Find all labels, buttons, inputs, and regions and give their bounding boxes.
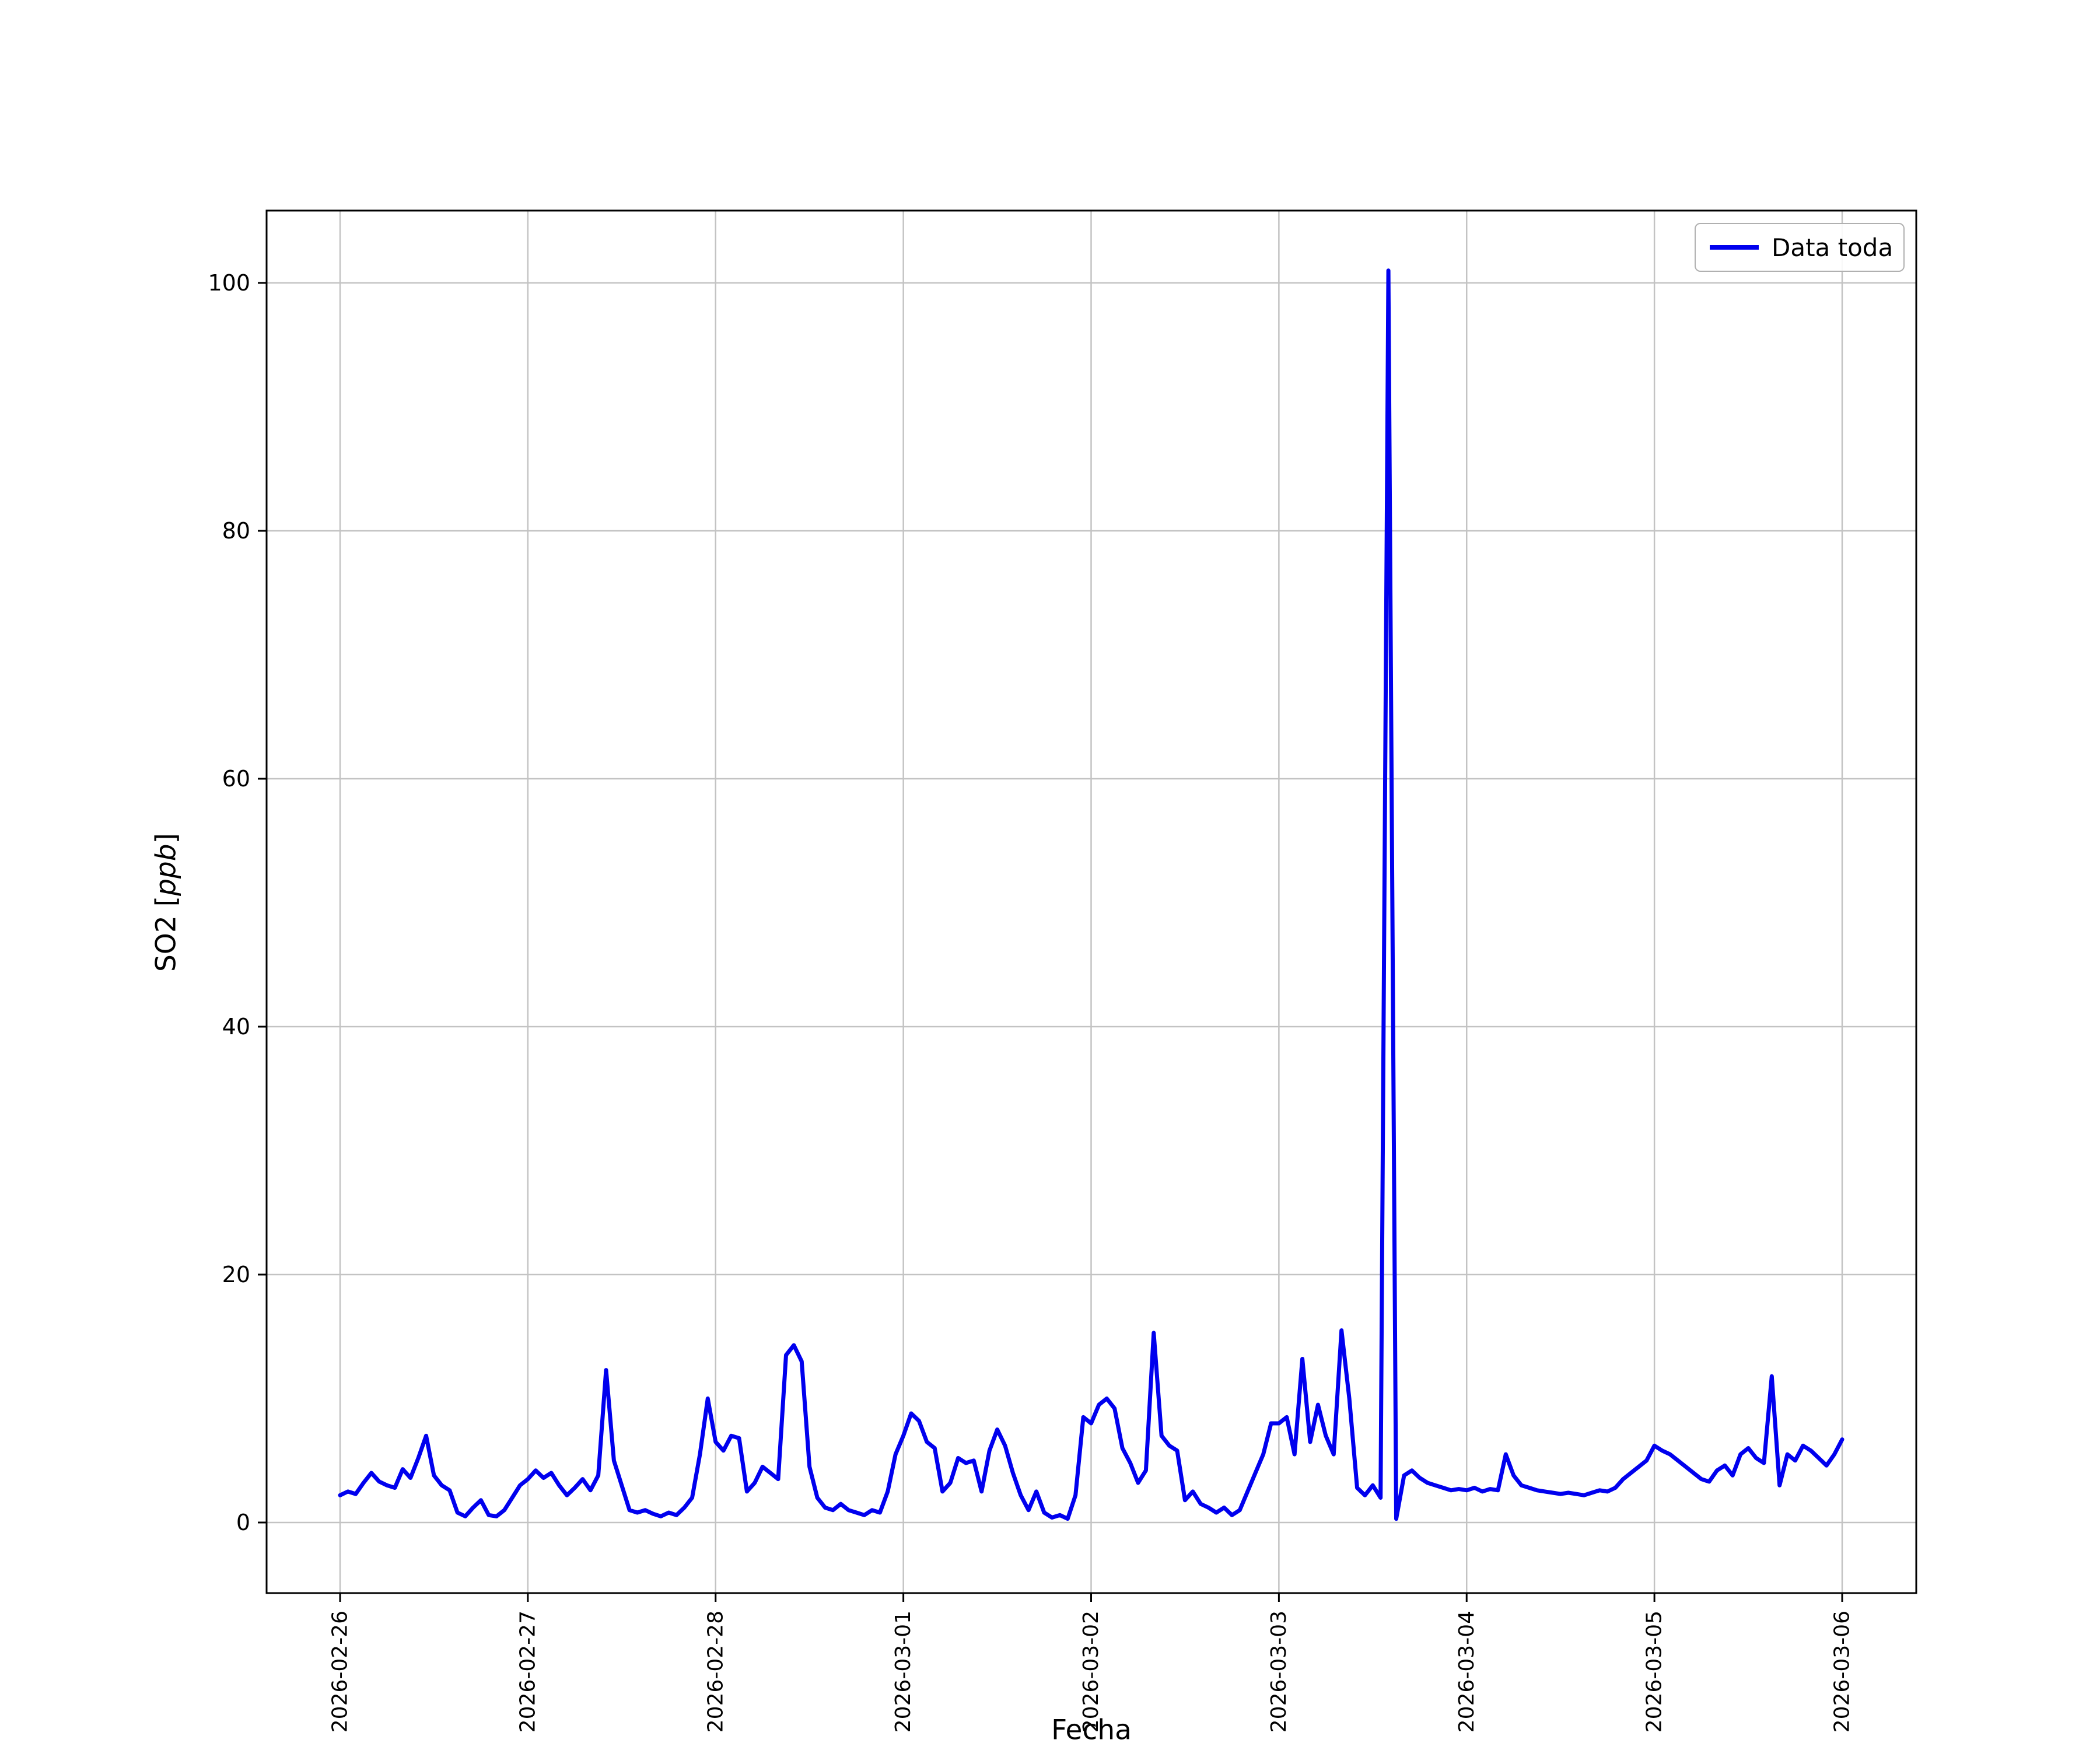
x-tick-label: 2026-03-06 <box>1831 1611 1854 1732</box>
x-tick-label: 2026-03-02 <box>1079 1611 1103 1732</box>
x-tick-label: 2026-03-01 <box>891 1611 915 1732</box>
y-tick-label: 100 <box>208 270 250 296</box>
y-axis-label-math: ppb <box>150 844 183 896</box>
x-axis-label: Fecha <box>1051 1714 1132 1746</box>
y-axis-label-suffix: ] <box>150 833 183 844</box>
y-axis-label-prefix: SO2 [ <box>150 895 183 972</box>
x-tick-label: 2026-03-04 <box>1455 1611 1479 1732</box>
y-axis-label: SO2 [ppb] <box>150 833 183 972</box>
y-tick-label: 0 <box>236 1510 250 1535</box>
legend-entry-label: Data toda <box>1772 233 1894 262</box>
x-tick-label: 2026-03-03 <box>1267 1611 1291 1732</box>
legend: Data toda <box>1695 223 1905 272</box>
x-tick-label: 2026-03-05 <box>1643 1611 1667 1732</box>
y-tick-label: 60 <box>222 766 250 792</box>
legend-line-swatch <box>1710 245 1759 250</box>
so2-series-line <box>338 268 1845 1521</box>
y-tick-label: 20 <box>222 1262 250 1287</box>
y-tick-label: 80 <box>222 518 250 544</box>
x-tick-label: 2026-02-27 <box>516 1611 540 1732</box>
y-tick-label: 40 <box>222 1014 250 1040</box>
x-tick-label: 2026-02-28 <box>704 1611 727 1732</box>
x-tick-label: 2026-02-26 <box>328 1611 352 1732</box>
